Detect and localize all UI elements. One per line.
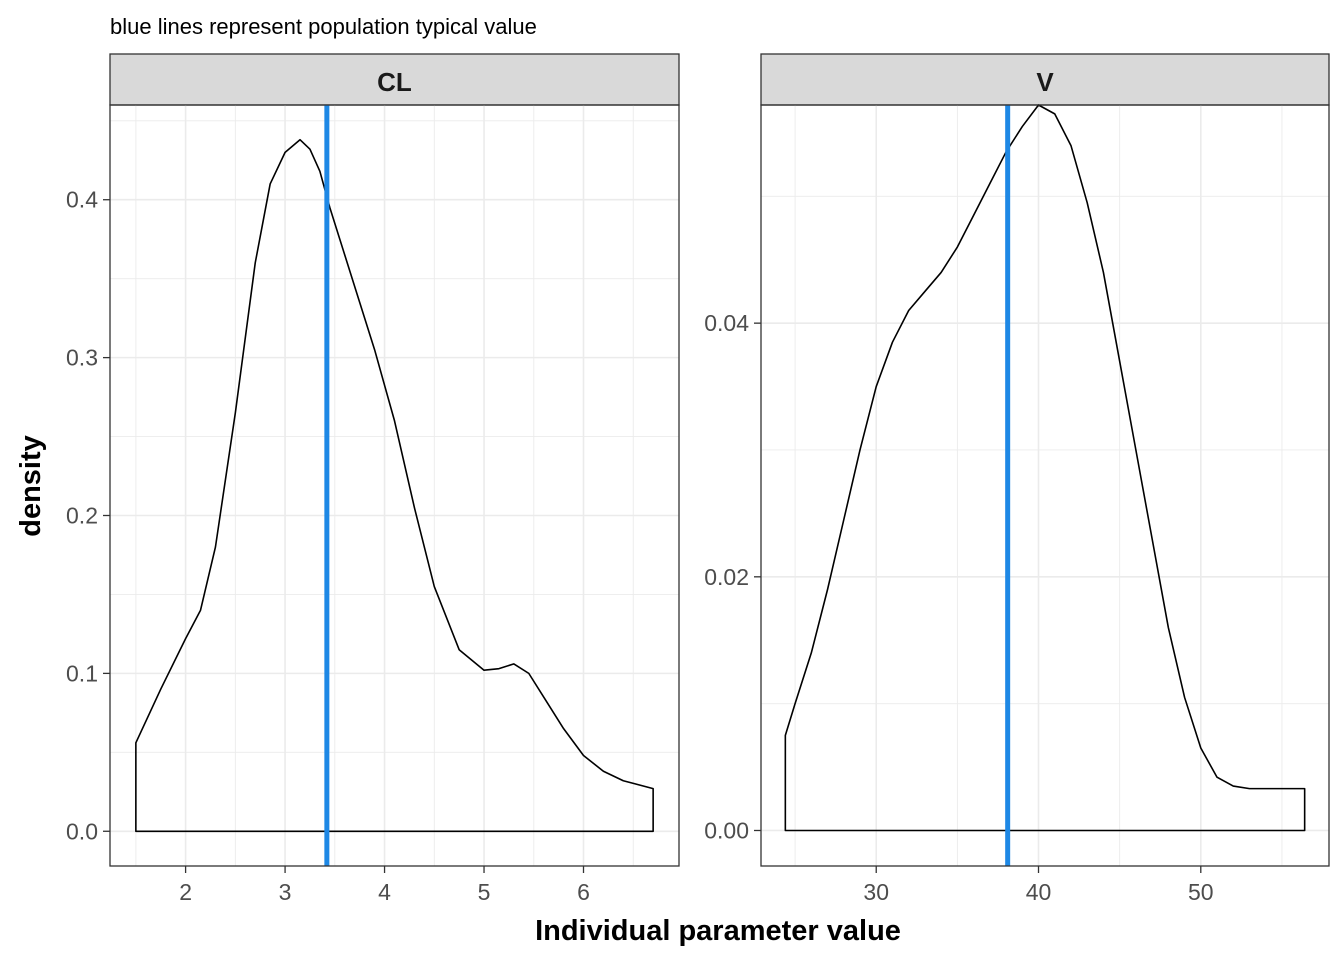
x-axis-cl: 2 3 4 5 6 [179,866,590,905]
x-tick-label: 50 [1188,879,1214,905]
y-axis-v: 0.00 0.02 0.04 [704,310,761,843]
y-tick-label: 0.00 [704,817,749,843]
panel-cl: CL 0.0 0.1 0.2 0.3 0.4 2 3 4 5 6 [66,53,680,905]
strip-cl [109,53,680,106]
x-axis-v: 30 40 50 [863,866,1214,905]
grid-v [761,105,1329,866]
x-tick-label: 2 [179,879,192,905]
strip-label-v: V [1036,67,1054,97]
x-tick-label: 4 [378,879,391,905]
y-tick-label: 0.04 [704,310,749,336]
grid-cl [110,105,679,866]
marks-v [784,104,1306,866]
density-curve [784,104,1306,832]
x-tick-label: 30 [863,879,889,905]
x-axis-title: Individual parameter value [535,915,901,947]
y-tick-label: 0.2 [66,502,98,528]
plot-subtitle: blue lines represent population typical … [110,14,537,39]
y-axis-cl: 0.0 0.1 0.2 0.3 0.4 [66,187,110,844]
panel-border-cl [109,104,680,867]
y-tick-label: 0.0 [66,818,98,844]
x-tick-label: 3 [279,879,292,905]
y-axis-title: density [15,435,47,537]
x-tick-label: 5 [478,879,491,905]
panel-border-v [760,104,1330,867]
density-curve [135,138,654,833]
y-tick-label: 0.4 [66,187,98,213]
y-tick-label: 0.02 [704,564,749,590]
y-tick-label: 0.3 [66,345,98,371]
x-tick-label: 40 [1026,879,1052,905]
x-tick-label: 6 [577,879,590,905]
strip-label-cl: CL [377,67,412,97]
y-tick-label: 0.1 [66,660,98,686]
strip-v [760,53,1330,106]
marks-cl [135,105,654,866]
panel-v: V 0.00 0.02 0.04 30 40 50 [704,53,1330,905]
